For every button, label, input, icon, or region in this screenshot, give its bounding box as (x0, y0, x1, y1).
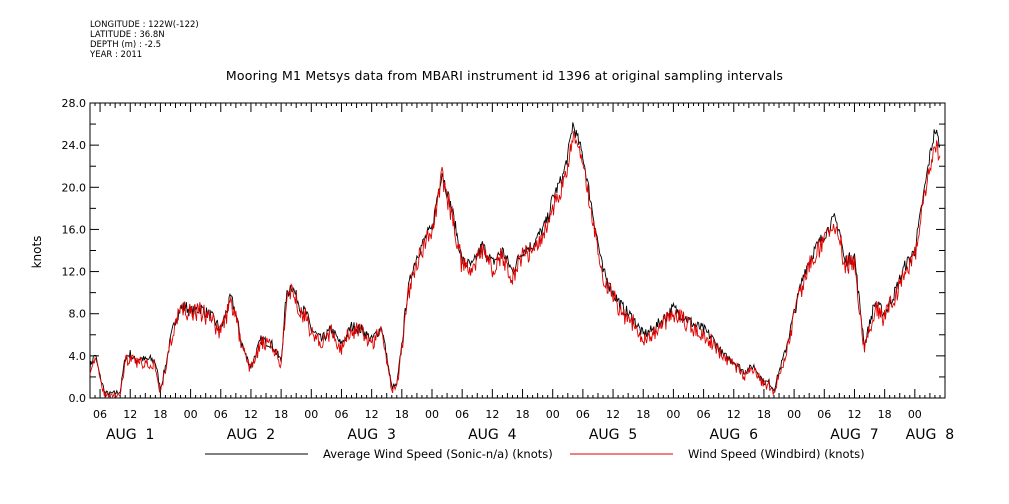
x-tick-label: 06 (455, 408, 469, 421)
x-tick-label: 18 (757, 408, 771, 421)
x-tick-label: 06 (334, 408, 348, 421)
x-day-label: AUG 2 (227, 427, 275, 443)
legend-label-average: Average Wind Speed (Sonic-n/a) (knots) (323, 447, 553, 461)
x-tick-label: 18 (395, 408, 409, 421)
x-tick-label: 12 (485, 408, 499, 421)
x-tick-label: 00 (787, 408, 801, 421)
x-tick-label: 00 (666, 408, 680, 421)
x-tick-label: 18 (636, 408, 650, 421)
x-tick-label: 00 (425, 408, 439, 421)
y-axis-label: knots (30, 236, 44, 269)
x-axis: 06 12 18 00 06 12 18 00 06 12 18 00 06 12 18 00 06 12 18 00… (89, 103, 954, 443)
x-tick-label: 06 (817, 408, 831, 421)
x-tick-label: 12 (244, 408, 258, 421)
latitude-text: LATITUDE : 36.8N (90, 30, 165, 40)
series-line-windbird-wind-speed (89, 130, 941, 398)
legend: Average Wind Speed (Sonic-n/a) (knots) W… (205, 447, 865, 461)
y-tick-label: 24.0 (62, 139, 87, 152)
y-tick-label: 8.0 (69, 308, 87, 321)
x-tick-label: 06 (697, 408, 711, 421)
y-tick-label: 12.0 (62, 266, 87, 279)
y-tick-label: 28.0 (62, 97, 87, 110)
x-tick-label: 18 (274, 408, 288, 421)
x-tick-label: 12 (727, 408, 741, 421)
series-layer (89, 122, 941, 398)
x-day-label: AUG 8 (906, 427, 954, 443)
x-tick-label: 18 (516, 408, 530, 421)
x-day-label: AUG 3 (347, 427, 395, 443)
y-tick-label: 20.0 (62, 181, 87, 194)
chart-title: Mooring M1 Metsys data from MBARI instru… (225, 68, 784, 83)
x-tick-label: 06 (214, 408, 228, 421)
year-text: YEAR : 2011 (90, 50, 143, 60)
y-tick-label: 0.0 (69, 392, 87, 405)
x-day-label: AUG 6 (710, 427, 759, 443)
x-day-label: AUG 7 (830, 427, 878, 443)
y-axis: 0.0 4.0 8.0 12.0 16.0 20.0 24.0 28.0 (62, 97, 945, 405)
x-day-label: AUG 1 (106, 427, 154, 443)
x-tick-label: 12 (847, 408, 861, 421)
x-tick-label: 00 (184, 408, 198, 421)
x-tick-label: 06 (576, 408, 590, 421)
x-tick-label: 18 (878, 408, 892, 421)
x-tick-label: 00 (304, 408, 318, 421)
x-tick-label: 12 (123, 408, 137, 421)
longitude-text: LONGITUDE : 122W(-122) (90, 20, 199, 30)
depth-text: DEPTH (m) : -2.5 (90, 40, 162, 50)
x-tick-label: 12 (365, 408, 379, 421)
x-tick-label: 00 (908, 408, 922, 421)
x-day-label: AUG 4 (468, 427, 517, 443)
x-tick-label: 12 (606, 408, 620, 421)
x-tick-label: 18 (153, 408, 167, 421)
metadata-block: LONGITUDE : 122W(-122) LATITUDE : 36.8N … (90, 20, 199, 60)
y-tick-label: 16.0 (62, 223, 87, 236)
x-day-label: AUG 5 (589, 427, 637, 443)
y-tick-label: 4.0 (69, 350, 87, 363)
x-tick-label: 00 (546, 408, 560, 421)
x-tick-label: 06 (93, 408, 107, 421)
legend-label-windbird: Wind Speed (Windbird) (knots) (688, 447, 865, 461)
